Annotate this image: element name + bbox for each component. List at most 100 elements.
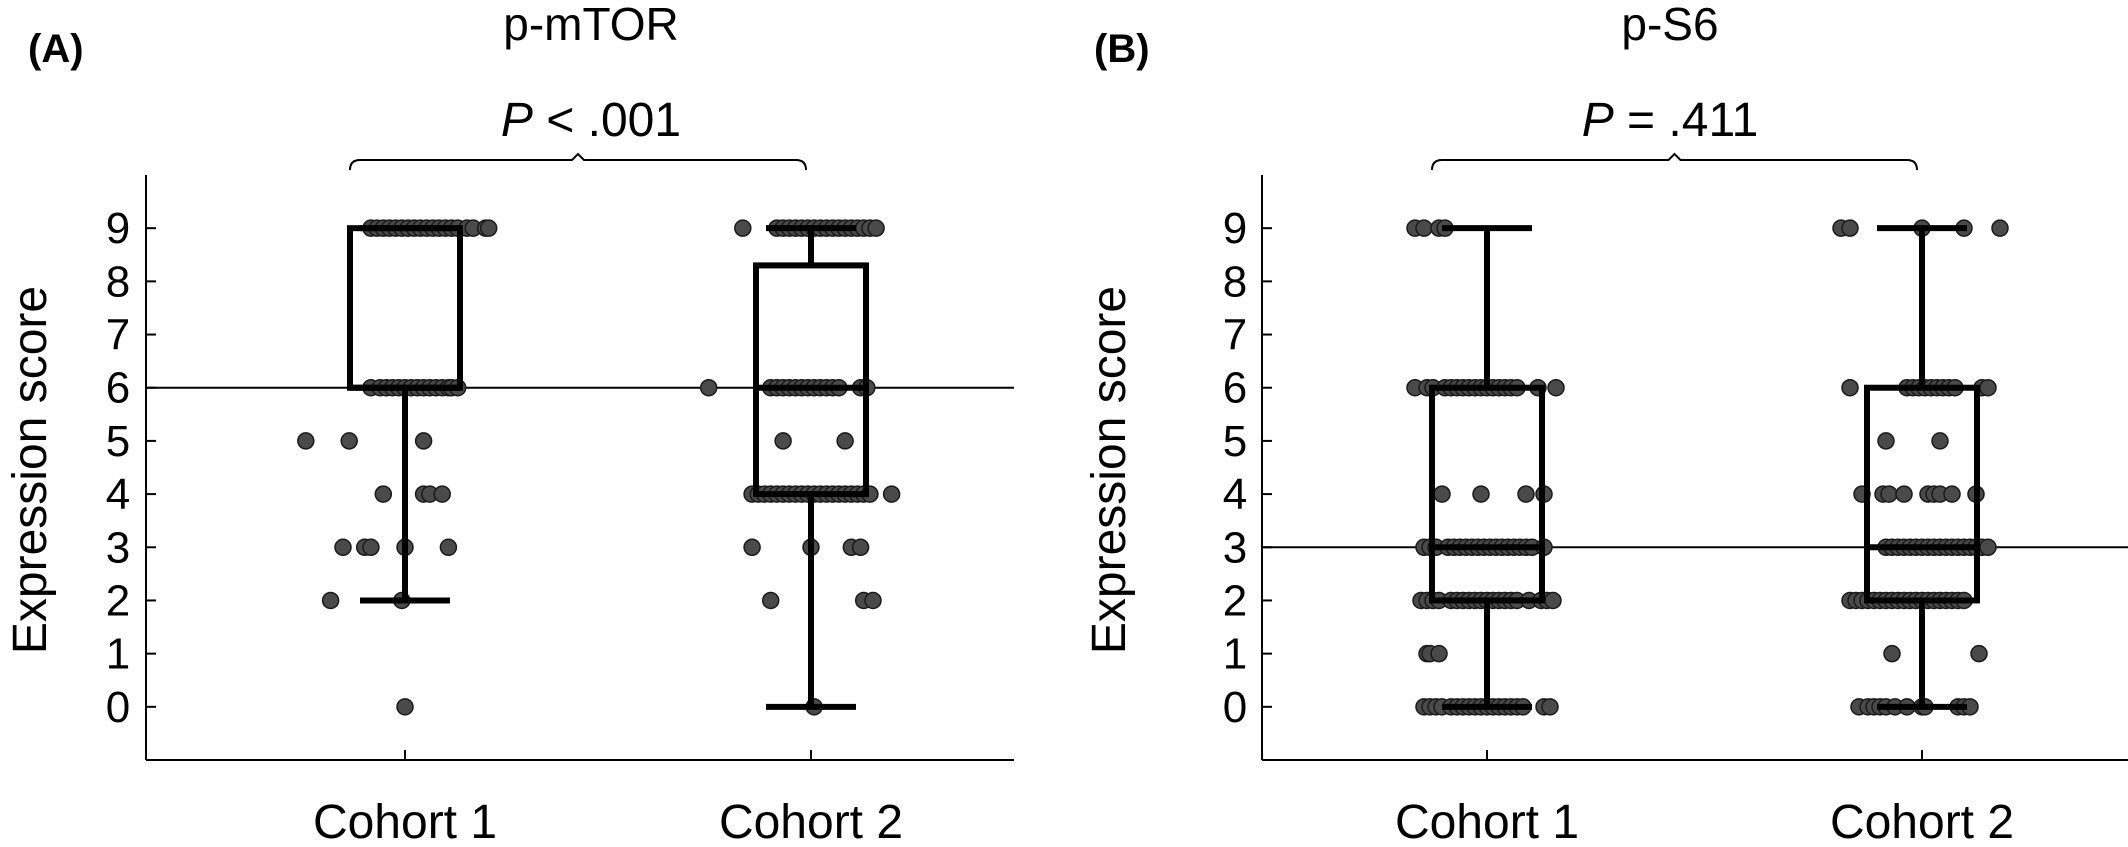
data-point [1970, 644, 1988, 663]
p-value-italic: P [1582, 94, 1614, 147]
chart-title: p-mTOR [503, 0, 679, 50]
data-point [1880, 485, 1898, 503]
data-point [396, 698, 414, 716]
data-point [864, 591, 882, 610]
data-point [1544, 591, 1562, 610]
panel-b: (B) p-S6 P = .411 Expression score 01 234… [1083, 0, 2128, 847]
x-tick-labels: Cohort 1 Cohort 2 [313, 796, 903, 847]
data-point [774, 432, 792, 450]
data-point [479, 219, 498, 237]
p-value-italic: P [501, 94, 533, 147]
data-point [1415, 219, 1433, 237]
data-point [334, 538, 352, 557]
box-plots [347, 225, 869, 710]
data-point [1931, 432, 1949, 450]
box-plot [753, 225, 869, 710]
y-tick-label: 4 [106, 470, 130, 519]
x-tick-labels: Cohort 1 Cohort 2 [1395, 796, 2014, 847]
box-body [753, 262, 869, 498]
data-point [1547, 378, 1565, 397]
significance-bracket [1431, 152, 1918, 171]
panel-label: (B) [1094, 27, 1150, 71]
data-point [297, 432, 315, 450]
data-point [743, 538, 761, 557]
y-tick-label: 7 [106, 311, 130, 360]
data-point [699, 378, 718, 397]
data-point [340, 432, 358, 450]
data-point [362, 538, 380, 557]
data-point [1541, 698, 1559, 716]
data-point [1517, 485, 1535, 503]
p-value-label: P < .001 [501, 94, 681, 147]
x-tick-label: Cohort 1 [1395, 796, 1579, 847]
data-point [761, 591, 780, 610]
axes [145, 175, 1014, 761]
data-point [1841, 219, 1859, 237]
y-tick-label: 9 [106, 204, 130, 253]
data-point [1433, 485, 1451, 503]
y-tick-label: 0 [1223, 683, 1247, 732]
data-point [1991, 219, 2009, 237]
x-tick-label: Cohort 1 [313, 796, 497, 847]
box-body [1864, 384, 1980, 604]
y-tick-label: 4 [1223, 470, 1247, 519]
y-tick-label: 2 [106, 576, 130, 625]
y-tick-label: 5 [1223, 417, 1247, 466]
y-tick-label: 6 [1223, 364, 1247, 413]
data-point [321, 591, 340, 610]
panel-label: (A) [28, 27, 84, 71]
y-tick-label: 3 [1223, 523, 1247, 572]
data-point [1877, 432, 1895, 450]
x-tick-label: Cohort 2 [1830, 796, 2014, 847]
box-body [347, 225, 463, 391]
y-tick-label: 3 [106, 523, 130, 572]
data-point [1979, 538, 1997, 557]
data-point [1895, 485, 1913, 503]
y-tick-label: 1 [1223, 630, 1247, 679]
significance-bracket [349, 152, 807, 171]
p-value-text: = .411 [1614, 94, 1759, 147]
y-tick-label: 1 [106, 630, 130, 679]
x-tick-label: Cohort 2 [719, 796, 903, 847]
chart-title: p-S6 [1621, 0, 1718, 50]
data-point [882, 485, 901, 503]
y-axis-label: Expression score [4, 286, 57, 654]
data-point [1883, 644, 1901, 663]
box-plot [1429, 225, 1545, 710]
y-tick-label: 8 [1223, 257, 1247, 306]
y-axis-label: Expression score [1083, 286, 1136, 654]
data-point [1430, 644, 1448, 663]
data-point [439, 538, 458, 557]
data-point [836, 432, 854, 450]
data-point [414, 432, 433, 450]
data-point [1841, 378, 1859, 397]
panel-a: (A) p-mTOR P < .001 Expression score 01 2… [4, 0, 1014, 847]
data-point [1943, 485, 1961, 503]
bracket-path [1431, 152, 1918, 171]
bracket-path [349, 152, 807, 171]
y-tick-label: 7 [1223, 311, 1247, 360]
y-tick-label: 2 [1223, 576, 1247, 625]
p-value-label: P = .411 [1582, 94, 1759, 147]
y-tick-label: 0 [106, 683, 130, 732]
data-point [1472, 485, 1490, 503]
box-plot [1864, 225, 1980, 710]
data-point [851, 538, 870, 557]
y-tick-label: 9 [1223, 204, 1247, 253]
data-point [1979, 378, 1997, 397]
data-points [1406, 219, 2009, 716]
p-value-text: < .001 [533, 94, 681, 147]
y-tick-label: 5 [106, 417, 130, 466]
y-tick-label: 8 [106, 257, 130, 306]
box-plot [347, 225, 463, 604]
box-plots [1429, 225, 1980, 710]
axes [1261, 175, 2128, 761]
data-point [867, 219, 885, 237]
box-body [1429, 384, 1545, 604]
data-point [374, 485, 393, 503]
data-point [734, 219, 752, 237]
data-point [433, 485, 451, 503]
